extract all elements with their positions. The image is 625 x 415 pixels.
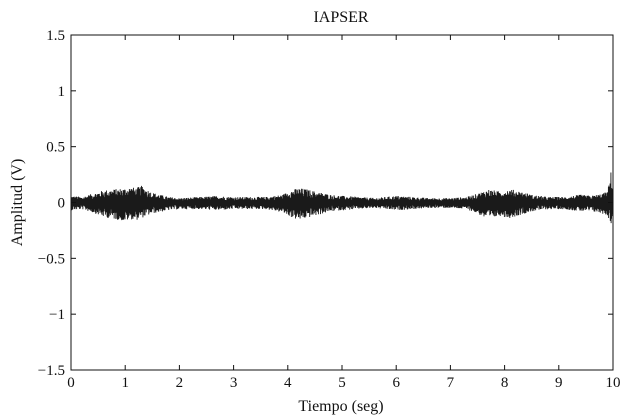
x-tick-label: 4 (284, 375, 292, 391)
y-axis-label: Amplitud (V) (9, 159, 26, 247)
y-tick-label: 0 (58, 196, 66, 212)
x-tick-label: 6 (392, 375, 400, 391)
x-tick-label: 9 (555, 375, 563, 391)
y-tick-label: 1 (58, 84, 66, 100)
x-tick-label: 2 (176, 375, 184, 391)
x-tick-label: 0 (67, 375, 75, 391)
y-tick-label: −1.5 (38, 363, 65, 379)
x-tick-label: 10 (606, 375, 621, 391)
x-tick-label: 7 (447, 375, 455, 391)
x-tick-label: 5 (338, 375, 346, 391)
axis-ticks-group: 0 1 2 3 4 5 6 7 8 9 10 −1.5 −1 −0.5 0 0.5 1 1.5 (38, 28, 621, 391)
y-tick-label: 1.5 (46, 28, 65, 44)
y-tick-label: −1 (49, 307, 65, 323)
signal-trace-group (70, 172, 614, 224)
x-tick-label: 8 (501, 375, 509, 391)
x-tick-label: 3 (230, 375, 238, 391)
plot-area-frame (70, 34, 614, 371)
y-tick-label: −0.5 (38, 251, 65, 267)
signal-line (70, 172, 614, 224)
chart-title: IAPSER (313, 9, 368, 26)
y-tick-label: 0.5 (46, 140, 65, 156)
x-tick-label: 1 (121, 375, 129, 391)
x-axis-label: Tiempo (seg) (298, 398, 383, 415)
